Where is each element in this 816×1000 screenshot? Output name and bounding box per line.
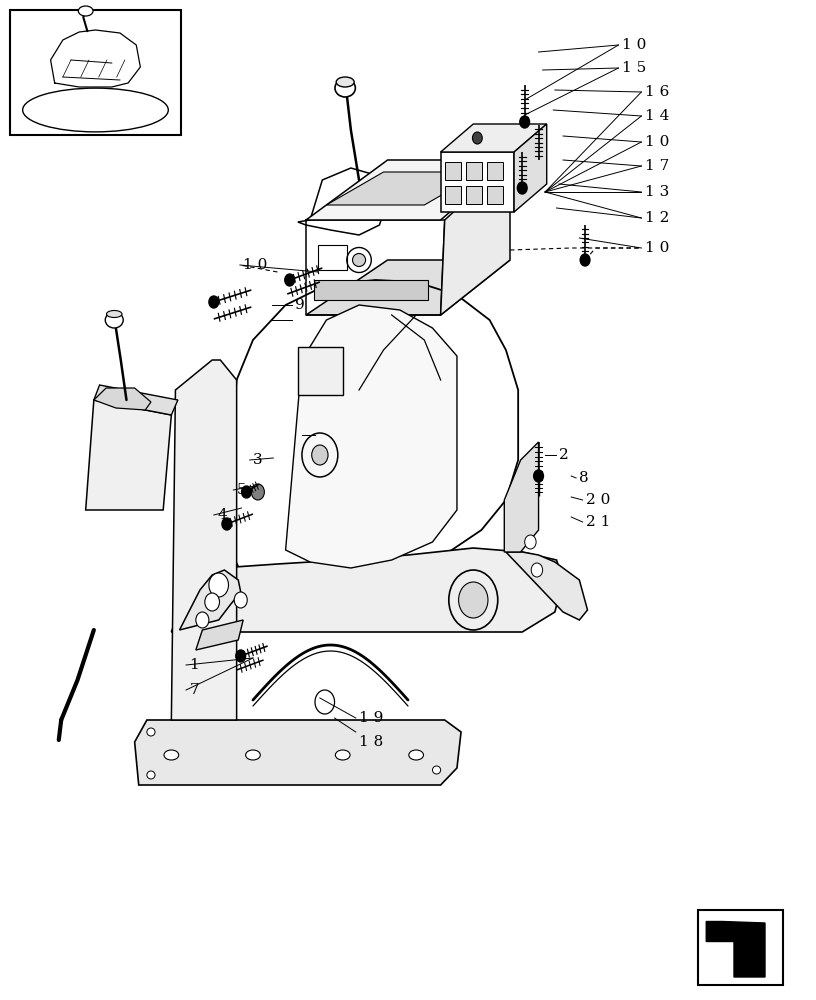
Ellipse shape — [336, 77, 354, 87]
Circle shape — [251, 484, 264, 500]
Ellipse shape — [335, 750, 350, 760]
Ellipse shape — [106, 310, 122, 318]
Text: 1 6: 1 6 — [645, 85, 669, 99]
Bar — [445, 162, 461, 180]
Circle shape — [205, 593, 220, 611]
Text: 3: 3 — [253, 453, 263, 467]
Text: 1: 1 — [189, 658, 199, 672]
Circle shape — [234, 592, 247, 608]
Circle shape — [517, 182, 527, 194]
Polygon shape — [506, 552, 588, 620]
Text: 1 0: 1 0 — [645, 241, 669, 255]
Text: 2 0: 2 0 — [586, 493, 610, 507]
Polygon shape — [306, 260, 510, 315]
Polygon shape — [286, 305, 457, 568]
Circle shape — [196, 612, 209, 628]
Text: 1 4: 1 4 — [645, 109, 669, 123]
Text: 9: 9 — [295, 298, 305, 312]
Bar — [487, 186, 503, 204]
Circle shape — [472, 132, 482, 144]
Text: 5: 5 — [237, 483, 246, 497]
Text: 1 5: 1 5 — [622, 61, 646, 75]
Polygon shape — [180, 570, 241, 630]
Ellipse shape — [335, 79, 356, 97]
Text: 1 0: 1 0 — [243, 258, 268, 272]
Circle shape — [315, 690, 335, 714]
Ellipse shape — [147, 728, 155, 736]
Circle shape — [285, 274, 295, 286]
Circle shape — [534, 470, 543, 482]
Polygon shape — [196, 620, 243, 650]
Bar — [441, 152, 514, 212]
Polygon shape — [441, 160, 510, 315]
Circle shape — [525, 535, 536, 549]
Circle shape — [209, 296, 219, 308]
Polygon shape — [326, 172, 481, 205]
Polygon shape — [94, 388, 151, 410]
Circle shape — [242, 486, 251, 498]
Circle shape — [222, 518, 232, 530]
Text: 1 2: 1 2 — [645, 211, 669, 225]
Polygon shape — [306, 160, 510, 220]
Polygon shape — [94, 385, 178, 415]
Bar — [10, 10, 181, 135]
Circle shape — [531, 563, 543, 577]
Text: 6: 6 — [318, 428, 328, 442]
Ellipse shape — [246, 750, 260, 760]
Text: 1 3: 1 3 — [645, 185, 669, 199]
Ellipse shape — [78, 6, 93, 16]
Polygon shape — [514, 124, 547, 212]
Circle shape — [236, 650, 246, 662]
Polygon shape — [171, 360, 237, 720]
Circle shape — [459, 582, 488, 618]
Circle shape — [520, 116, 530, 128]
Bar — [698, 910, 783, 985]
Circle shape — [580, 254, 590, 266]
Polygon shape — [706, 922, 765, 977]
Text: 2: 2 — [559, 448, 569, 462]
Ellipse shape — [105, 312, 123, 328]
Bar — [445, 186, 461, 204]
Ellipse shape — [432, 766, 441, 774]
Ellipse shape — [353, 253, 366, 266]
Bar — [487, 162, 503, 180]
Text: 1 8: 1 8 — [359, 735, 384, 749]
Polygon shape — [504, 442, 539, 552]
Ellipse shape — [164, 750, 179, 760]
Polygon shape — [135, 720, 461, 785]
Text: 1 9: 1 9 — [359, 711, 384, 725]
Bar — [466, 162, 482, 180]
Text: 2 1: 2 1 — [586, 515, 610, 529]
Ellipse shape — [147, 771, 155, 779]
Text: 8: 8 — [579, 471, 589, 485]
Ellipse shape — [409, 750, 424, 760]
Circle shape — [312, 445, 328, 465]
Text: 1 0: 1 0 — [622, 38, 646, 52]
Bar — [298, 347, 343, 395]
Polygon shape — [86, 400, 171, 510]
Bar — [466, 186, 482, 204]
Text: 7: 7 — [189, 683, 199, 697]
Bar — [314, 280, 428, 300]
Text: 1 7: 1 7 — [645, 159, 669, 173]
Text: 4: 4 — [217, 508, 227, 522]
Text: 1 0: 1 0 — [645, 135, 669, 149]
Polygon shape — [171, 548, 563, 632]
Circle shape — [209, 573, 228, 597]
Bar — [318, 245, 347, 270]
Polygon shape — [441, 124, 547, 152]
